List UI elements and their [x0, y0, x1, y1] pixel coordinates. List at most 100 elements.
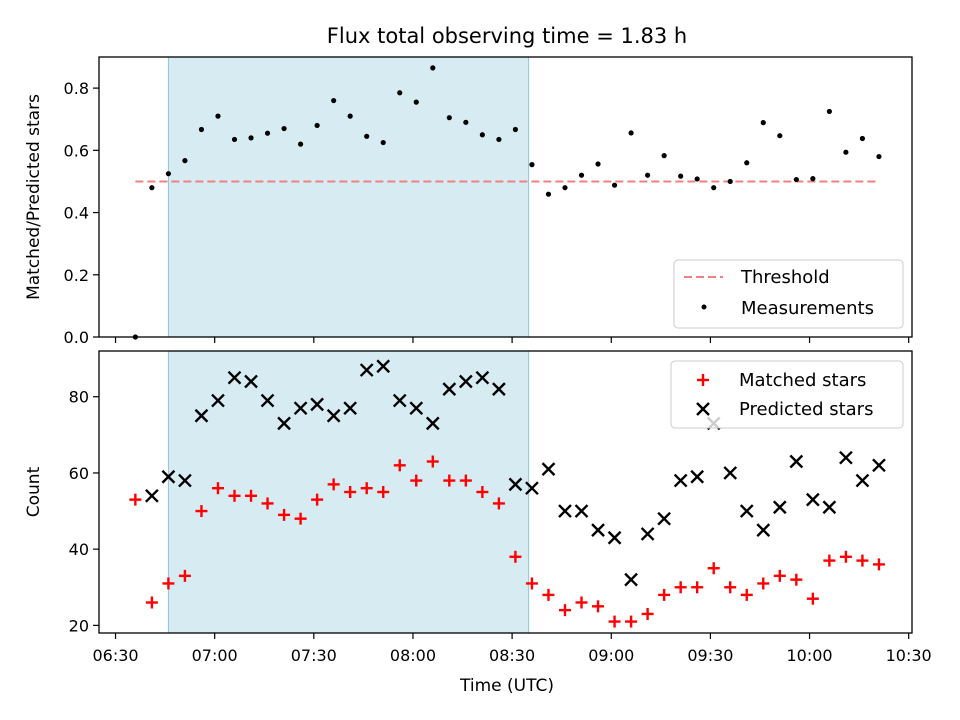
predicted-star-point	[458, 374, 473, 389]
predicted-star-point	[723, 466, 738, 480]
measurement-point	[694, 176, 700, 182]
matched-star-point	[790, 573, 803, 586]
matched-star-point	[575, 596, 588, 609]
measurement-point	[380, 139, 386, 146]
predicted-x-b	[326, 408, 341, 423]
measurement-point	[793, 176, 799, 183]
matched-star-point	[178, 569, 191, 582]
matched-star-point	[872, 558, 885, 571]
predicted-x-b	[145, 488, 159, 503]
matched-star-point	[492, 497, 505, 510]
predicted-x-b	[277, 416, 291, 431]
matched-star-point	[658, 588, 671, 601]
matched-star-point	[740, 588, 753, 601]
top-y-tick-label: 0.4	[64, 204, 89, 223]
predicted-star-point	[161, 469, 176, 484]
x-axis-label: Time (UTC)	[459, 676, 554, 696]
matched-star-point	[608, 615, 621, 628]
predicted-star-point	[244, 374, 258, 389]
predicted-star-point	[591, 523, 605, 537]
predicted-star-point	[772, 500, 787, 515]
measurement-point	[512, 126, 519, 133]
x-tick-label: 09:30	[687, 646, 733, 665]
bottom-legend: Matched stars Predicted stars	[670, 360, 904, 429]
top-panel: 0.00.20.40.60.8 Matched/Predicted stars …	[24, 56, 913, 347]
x-tick-label: 10:30	[886, 646, 932, 665]
top-y-tick-label: 0.2	[64, 266, 89, 285]
predicted-star-point	[839, 450, 853, 465]
x-tick-label: 07:30	[291, 646, 337, 665]
bottom-y-axis-label: Count	[24, 466, 44, 517]
measurement-point	[248, 135, 254, 141]
matched-star-point	[162, 577, 175, 590]
predicted-star-point	[541, 462, 556, 476]
measurement-point	[876, 153, 882, 160]
top-y-tick-label: 0.6	[64, 141, 89, 160]
matched-star-point	[195, 505, 208, 518]
predicted-x-b	[442, 382, 457, 396]
measurement-point	[314, 122, 320, 129]
predicted-x-b	[673, 473, 688, 488]
predicted-star-point	[558, 504, 572, 518]
predicted-legend-swatch	[696, 402, 710, 416]
matched-star-point	[476, 486, 489, 498]
predicted-star-point	[343, 401, 358, 416]
x-tick-label: 06:30	[92, 646, 138, 665]
measurement-point	[264, 130, 271, 136]
predicted-star-point	[145, 488, 159, 503]
measurement-point	[215, 113, 221, 119]
bottom-legend-box	[670, 360, 904, 429]
matched-star-point	[145, 596, 158, 609]
predicted-x-b	[822, 500, 837, 515]
predicted-x-b	[756, 523, 771, 537]
matched-star-point	[377, 486, 390, 498]
measurement-point	[446, 115, 452, 121]
predicted-star-point	[624, 572, 638, 587]
predicted-star-point	[277, 416, 291, 431]
predicted-x-b	[690, 469, 705, 484]
predicted-star-point	[475, 370, 490, 385]
measurement-point	[777, 133, 783, 139]
matched-star-point	[674, 581, 687, 594]
matched-star-point	[294, 512, 307, 525]
measurement-point	[859, 135, 866, 142]
predicted-x-b	[244, 374, 258, 389]
top-y-axis-label: Matched/Predicted stars	[24, 94, 44, 300]
matched-star-point	[261, 497, 274, 510]
top-y-axis: 0.0 0.2 0.4 0.6 0.8	[64, 79, 910, 347]
predicted-star-point	[872, 458, 886, 473]
measurements-legend-label: Measurements	[741, 298, 874, 319]
measurement-point	[628, 130, 634, 136]
matched-star-point	[509, 550, 522, 563]
predicted-x-b	[475, 370, 490, 385]
measurement-point	[182, 158, 188, 164]
top-shaded-span	[167, 56, 530, 338]
predicted-star-point	[607, 530, 622, 545]
predicted-x-b	[392, 393, 407, 408]
predicted-x-b	[657, 511, 671, 526]
predicted-x-b	[310, 397, 324, 412]
measurement-point	[430, 65, 436, 71]
matched-star-point	[228, 489, 241, 502]
predicted-star-point	[442, 382, 457, 396]
predicted-star-point	[425, 416, 440, 431]
matched-star-point	[278, 508, 291, 521]
predicted-star-point	[756, 523, 771, 537]
measurement-point	[645, 172, 651, 178]
measurement-point	[397, 90, 403, 96]
predicted-star-point	[789, 454, 804, 469]
measurement-point	[826, 108, 832, 115]
matched-star-point	[525, 577, 538, 590]
measurement-point	[364, 133, 370, 139]
measurement-point	[611, 182, 618, 188]
predicted-x-b	[227, 370, 242, 385]
predicted-star-point	[508, 477, 523, 492]
predicted-x-b	[211, 393, 225, 408]
predicted-x-b	[772, 500, 787, 515]
matched-star-point	[558, 604, 571, 617]
matched-star-point	[691, 581, 704, 594]
predicted-star-point	[310, 397, 324, 412]
matched-legend-label: Matched stars	[739, 370, 866, 391]
